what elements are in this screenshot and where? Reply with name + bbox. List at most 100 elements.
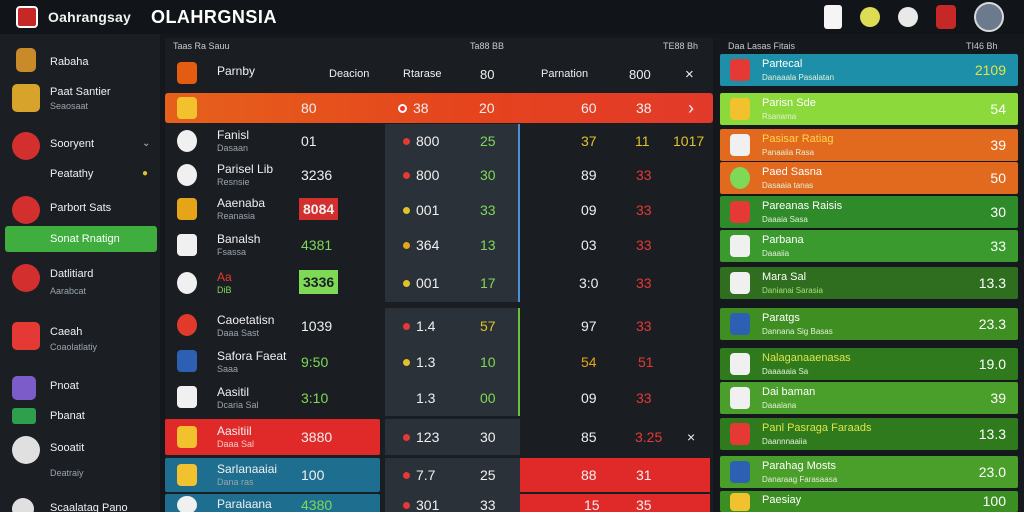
- table-row[interactable]: Sarlanaaiai Dana ras 100 7.7 25 88 31: [165, 458, 713, 492]
- list-item[interactable]: Paed Sasna Dasaaia tanas 50: [720, 162, 1018, 194]
- team-badge-icon: [730, 387, 750, 409]
- sidebar-item[interactable]: Pnoat: [0, 374, 160, 402]
- sidebar-item[interactable]: Caeah Coaolatlatiy: [0, 318, 160, 358]
- table-row[interactable]: Parisel Lib Resnsie 3236 800 30 89 33: [165, 158, 713, 192]
- sidebar-item[interactable]: Datlitiard Aarabcat: [0, 260, 160, 300]
- list-item[interactable]: Parahag Mosts Danaraag Farasaasa 23.0: [720, 456, 1018, 488]
- subheader-cell: 80: [480, 66, 495, 82]
- card-sub: Rsanama: [762, 112, 797, 121]
- list-item[interactable]: Pasisar Ratiag Panaaiia Rasa 39: [720, 129, 1018, 161]
- sidebar-item[interactable]: Paat Santier Seaosaat: [0, 80, 160, 114]
- cell-value: 38: [413, 100, 429, 116]
- team-sub: Fsassa: [217, 247, 247, 257]
- table-cell: 89: [581, 167, 597, 183]
- card-name: Pasisar Ratiag: [762, 133, 834, 145]
- close-icon[interactable]: ×: [685, 65, 694, 83]
- crest-icon: [12, 498, 34, 512]
- team-sub: Daaa Sal: [217, 439, 255, 449]
- brand-logo[interactable]: [16, 6, 38, 28]
- team-badge-icon: [177, 426, 197, 448]
- sidebar-item[interactable]: Sooryent ⌄: [0, 130, 160, 164]
- sidebar-label: Sooatit: [50, 442, 85, 454]
- table-cell: 33: [636, 237, 652, 253]
- row-highlight: [165, 494, 380, 512]
- avatar[interactable]: [974, 2, 1004, 32]
- table-cell: 01: [301, 133, 317, 149]
- team-badge-icon: [177, 130, 197, 152]
- table-cell: 37: [581, 133, 597, 149]
- sidebar-label: Datlitiard: [50, 268, 94, 280]
- table-row[interactable]: Aasitil Dcaria Sal 3:10 1.3 00 09 33: [165, 380, 713, 416]
- team-badge-icon: [730, 167, 750, 189]
- flag-icon: [12, 408, 36, 424]
- card-sub: Daaalana: [762, 401, 797, 410]
- table-cell: 3:10: [301, 390, 329, 406]
- table-row[interactable]: Aa DiB 3336 001 17 3:0 33: [165, 264, 713, 302]
- team-badge-icon: [177, 97, 197, 119]
- sidebar-item[interactable]: Pbanat: [0, 404, 160, 428]
- sidebar-item[interactable]: Parbort Sats: [0, 194, 160, 224]
- table-cell: 25: [480, 133, 496, 149]
- table-cell: 1017: [673, 133, 705, 149]
- table-cell: 4381: [301, 237, 333, 253]
- sidebar-item[interactable]: Scaalatag Pano: [0, 494, 160, 512]
- table-cell: 33: [636, 202, 652, 218]
- list-item[interactable]: Panl Pasraga Faraads Daannnaaiia 13.3: [720, 418, 1018, 450]
- team-badge-icon: [177, 198, 197, 220]
- team-sub: Dcaria Sal: [217, 400, 259, 410]
- sidebar-item[interactable]: Sooatit Deatraiy: [0, 434, 160, 478]
- shield-icon: [12, 322, 40, 350]
- status-dot-icon: [398, 103, 407, 113]
- card-name: Partecal: [762, 58, 803, 70]
- list-item[interactable]: Nalaganaaenasas Daaaaaia Sa 19.0: [720, 348, 1018, 380]
- team-name: Sarlanaaiai: [217, 462, 278, 476]
- sidebar-item[interactable]: Rabaha: [0, 48, 160, 76]
- list-item[interactable]: Partecal Danaaala Pasalatan 2109: [720, 54, 1018, 86]
- chevron-down-icon[interactable]: ⌄: [142, 138, 151, 149]
- table-row[interactable]: Aaenaba Reanasia 8084 001 33 09 33: [165, 192, 713, 228]
- card-sub: Dasaaia tanas: [762, 181, 814, 190]
- sidebar-sub: Deatraiy: [50, 468, 84, 478]
- list-item[interactable]: Pareanas Raisis Daaaia Sasa 30: [720, 196, 1018, 228]
- sidebar-item-active[interactable]: Sonat Rnatign: [5, 226, 157, 252]
- table-cell: 09: [581, 202, 597, 218]
- cell-value: 001: [416, 202, 440, 218]
- list-item[interactable]: Dai baman Daaalana 39: [720, 382, 1018, 414]
- status-dot-icon: [403, 322, 410, 330]
- team-sub: Reanasia: [217, 211, 256, 221]
- card-sub: Daaaaaia Sa: [762, 367, 809, 376]
- table-row[interactable]: Caoetatisn Daaa Sast 1039 1.4 57 97 33: [165, 308, 713, 344]
- flag-icon[interactable]: [936, 5, 956, 29]
- list-item[interactable]: Paratgs Dannana Sig Basas 23.3: [720, 308, 1018, 340]
- list-item[interactable]: Parbana Daaaiia 33: [720, 230, 1018, 262]
- subheader-cell: Rtarase: [403, 68, 442, 80]
- table-cell: 00: [480, 390, 496, 406]
- chevron-right-icon[interactable]: ›: [688, 97, 694, 118]
- list-item[interactable]: Mara Sal Danianai Sarasia 13.3: [720, 267, 1018, 299]
- card-value: 100: [982, 493, 1006, 509]
- ball-icon[interactable]: [860, 7, 880, 27]
- table-row[interactable]: 80 38 20 60 38 ›: [165, 93, 713, 123]
- card-sub: Daaaiia: [762, 249, 790, 258]
- list-item[interactable]: Parisn Sde Rsanama 54: [720, 93, 1018, 125]
- card-value: 2109: [974, 62, 1006, 78]
- sidebar-item[interactable]: Peatathy ●: [0, 162, 160, 184]
- close-icon[interactable]: ×: [687, 429, 696, 445]
- table-cell: 33: [636, 275, 652, 291]
- shield-icon[interactable]: [824, 5, 842, 29]
- card-value: 39: [990, 390, 1006, 406]
- list-item[interactable]: Paesiay 100: [720, 491, 1018, 512]
- subheader-team: Parnby: [217, 64, 256, 78]
- table-row[interactable]: Aasitiil Daaa Sal 3880 123 30 85 3.25 ×: [165, 419, 713, 455]
- table-row[interactable]: Banalsh Fsassa 4381 364 13 03 33: [165, 228, 713, 262]
- table-row[interactable]: Safora Faeat Saaa 9:50 1.3 10 54 51: [165, 344, 713, 380]
- table-row[interactable]: Fanisl Dasaan 01 800 25 37 11 1017: [165, 124, 713, 158]
- cell-value: 364: [416, 237, 440, 253]
- table-cell: 11: [635, 133, 650, 149]
- table-cell: 800: [403, 124, 439, 158]
- top-bar: Oahrangsay OLAHRGNSIA: [0, 0, 1024, 34]
- table-row[interactable]: Paralaana 4380 301 33 15 35: [165, 494, 713, 512]
- team-badge-icon: [730, 272, 750, 294]
- crest-icon[interactable]: [898, 7, 918, 27]
- sidebar-label: Rabaha: [50, 56, 89, 68]
